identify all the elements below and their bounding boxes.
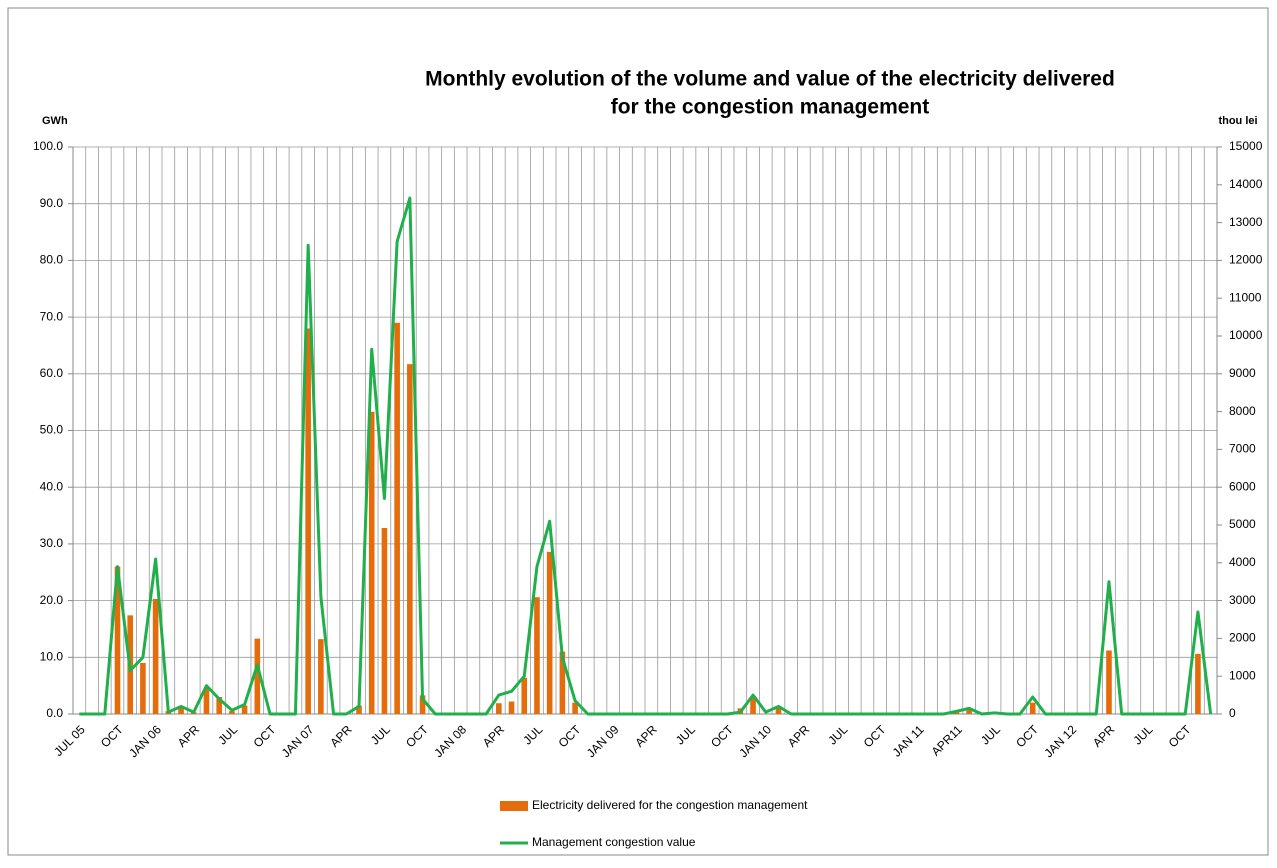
y2-tick-label: 12000 bbox=[1229, 253, 1263, 267]
y2-tick-label: 9000 bbox=[1229, 366, 1256, 380]
legend-swatch bbox=[500, 801, 528, 811]
bar bbox=[407, 364, 413, 714]
bar bbox=[229, 711, 235, 714]
y2-tick-label: 6000 bbox=[1229, 479, 1256, 493]
bar bbox=[521, 677, 528, 714]
y2-tick-label: 13000 bbox=[1229, 215, 1263, 229]
bar bbox=[534, 597, 540, 714]
bar bbox=[1029, 702, 1036, 714]
y2-tick-label: 11000 bbox=[1229, 290, 1262, 304]
bar bbox=[572, 702, 578, 714]
y2-tick-label: 14000 bbox=[1229, 177, 1263, 191]
bar bbox=[368, 411, 375, 714]
y-axis-label: GWh bbox=[42, 115, 68, 127]
bar bbox=[254, 638, 261, 714]
bar bbox=[216, 696, 222, 714]
bar bbox=[305, 328, 311, 714]
y2-tick-label: 15000 bbox=[1229, 139, 1263, 153]
y2-tick-label: 0 bbox=[1229, 706, 1236, 720]
y-tick-label: 60.0 bbox=[40, 366, 64, 380]
y-tick-label: 20.0 bbox=[40, 593, 64, 607]
y2-tick-label: 4000 bbox=[1229, 555, 1256, 569]
bar bbox=[559, 651, 566, 714]
bar bbox=[318, 639, 324, 714]
y2-tick-label: 5000 bbox=[1229, 517, 1256, 531]
y-tick-label: 30.0 bbox=[40, 536, 64, 550]
legend-label: Management congestion value bbox=[532, 835, 696, 849]
bar bbox=[775, 708, 782, 714]
line bbox=[79, 196, 1213, 716]
bar bbox=[114, 566, 121, 714]
bar bbox=[394, 322, 400, 714]
y-tick-label: 0.0 bbox=[46, 706, 63, 720]
bar bbox=[381, 528, 388, 714]
y-tick-label: 70.0 bbox=[40, 309, 64, 323]
bar bbox=[152, 598, 159, 714]
legend-label: Electricity delivered for the congestion… bbox=[532, 798, 808, 812]
bar bbox=[419, 695, 426, 714]
y-tick-label: 100.0 bbox=[33, 139, 63, 153]
y2-tick-label: 10000 bbox=[1229, 328, 1263, 342]
bar bbox=[546, 551, 553, 714]
y-tick-label: 40.0 bbox=[40, 479, 64, 493]
bar bbox=[178, 708, 184, 714]
y2-tick-label: 8000 bbox=[1229, 404, 1256, 418]
bar bbox=[508, 701, 515, 714]
bar bbox=[966, 708, 972, 714]
bar bbox=[356, 705, 362, 714]
y2-tick-label: 2000 bbox=[1229, 631, 1256, 645]
bar bbox=[1106, 650, 1112, 714]
bar bbox=[140, 662, 146, 714]
bar bbox=[750, 696, 756, 714]
bar bbox=[496, 703, 502, 714]
bar bbox=[203, 688, 210, 714]
y-tick-label: 80.0 bbox=[40, 253, 64, 267]
y2-tick-label: 1000 bbox=[1229, 668, 1256, 682]
bar bbox=[241, 705, 248, 714]
chart-subtitle: for the congestion management bbox=[611, 96, 930, 119]
chart-title: Monthly evolution of the volume and valu… bbox=[425, 68, 1115, 91]
y2-tick-label: 3000 bbox=[1229, 593, 1256, 607]
y2-tick-label: 7000 bbox=[1229, 442, 1256, 456]
y2-axis-label: thou lei bbox=[1218, 115, 1257, 127]
y-tick-label: 50.0 bbox=[40, 423, 64, 437]
bar bbox=[1195, 653, 1201, 714]
y-tick-label: 10.0 bbox=[40, 649, 64, 663]
y-tick-label: 90.0 bbox=[40, 196, 64, 210]
